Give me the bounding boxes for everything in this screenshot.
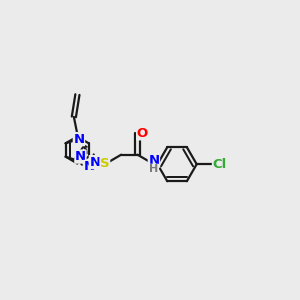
- Text: Cl: Cl: [212, 158, 227, 171]
- Text: H: H: [149, 164, 158, 174]
- Text: N: N: [74, 133, 85, 146]
- Text: O: O: [137, 127, 148, 140]
- Text: N: N: [83, 160, 94, 173]
- Text: N: N: [148, 154, 159, 167]
- Text: N: N: [89, 156, 100, 169]
- Text: S: S: [100, 157, 110, 170]
- Text: N: N: [75, 150, 86, 163]
